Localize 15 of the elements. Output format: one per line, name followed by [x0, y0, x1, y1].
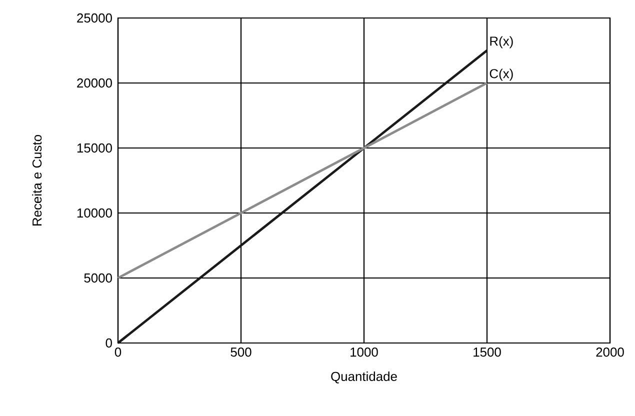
y-tick-label: 5000 — [84, 273, 112, 283]
series-label: C(x) — [490, 68, 513, 81]
y-tick-label: 0 — [106, 338, 112, 348]
x-tick-label: 500 — [230, 348, 252, 357]
x-tick-label: 2000 — [596, 348, 624, 357]
y-tick-label: 25000 — [77, 13, 112, 23]
series-label: R(x) — [490, 36, 513, 48]
x-axis-title: Quantidade — [331, 372, 397, 384]
y-tick-label: 10000 — [77, 208, 112, 218]
y-tick-label: 20000 — [77, 78, 112, 88]
x-tick-label: 1500 — [474, 348, 501, 357]
x-tick-label: 0 — [114, 348, 122, 357]
y-tick-label: 15000 — [77, 143, 112, 153]
x-tick-label: 1000 — [350, 348, 378, 357]
y-axis-title: Receita e Custo — [32, 134, 42, 226]
